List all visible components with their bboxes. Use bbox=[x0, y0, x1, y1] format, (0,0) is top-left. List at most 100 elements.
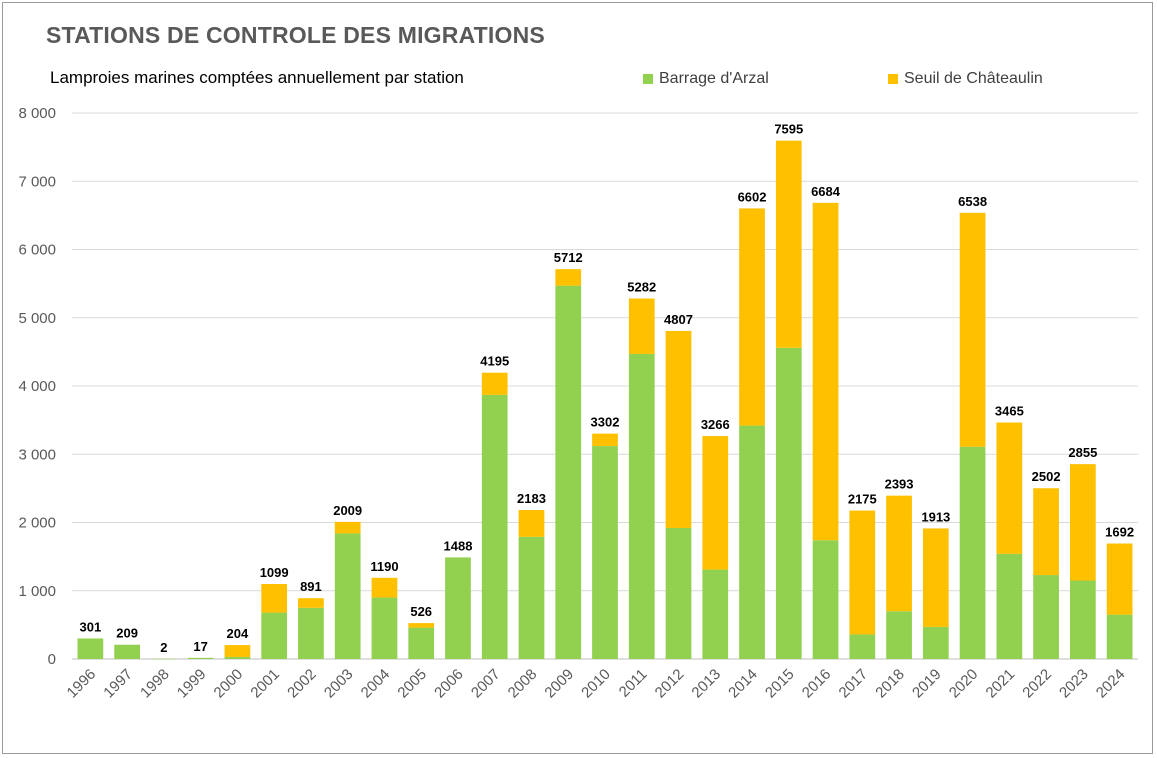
data-label-total: 4807 bbox=[664, 312, 693, 327]
data-label-total: 1488 bbox=[444, 538, 473, 553]
bar-arzal bbox=[518, 536, 545, 659]
bar-chateaulin bbox=[555, 269, 582, 286]
data-label-total: 17 bbox=[193, 639, 207, 654]
x-tick-label: 2016 bbox=[799, 666, 835, 702]
data-label-total: 891 bbox=[300, 579, 322, 594]
bar-arzal bbox=[922, 626, 949, 659]
bar-arzal bbox=[114, 644, 141, 659]
legend-swatch-chateaulin bbox=[888, 74, 898, 84]
legend-label-arzal: Barrage d'Arzal bbox=[659, 70, 769, 87]
bar-chateaulin bbox=[1033, 488, 1059, 576]
x-tick-label: 2020 bbox=[946, 666, 982, 702]
x-tick-label: 2024 bbox=[1093, 666, 1129, 702]
x-tick-label: 2006 bbox=[431, 666, 467, 702]
data-label-total: 204 bbox=[227, 626, 249, 641]
bar-arzal bbox=[959, 446, 986, 659]
bar-chateaulin bbox=[775, 140, 802, 348]
bar-chateaulin bbox=[702, 436, 729, 570]
bar-arzal bbox=[849, 634, 876, 659]
bar-chateaulin bbox=[922, 528, 949, 627]
legend-item-chateaulin: Seuil de Châteaulin bbox=[888, 70, 1043, 88]
data-label-total: 5282 bbox=[627, 280, 656, 295]
bar-arzal bbox=[775, 347, 802, 659]
bar-chateaulin bbox=[665, 330, 692, 528]
x-tick-label: 2001 bbox=[247, 666, 283, 702]
bar-chateaulin bbox=[334, 521, 361, 534]
bar-arzal bbox=[1033, 575, 1059, 659]
bar-arzal bbox=[996, 553, 1023, 659]
data-label-total: 3266 bbox=[701, 417, 730, 432]
data-label-total: 7595 bbox=[774, 122, 803, 137]
x-tick-label: 2023 bbox=[1056, 666, 1092, 702]
y-tick-label: 5 000 bbox=[18, 310, 56, 327]
x-tick-label: 2013 bbox=[688, 666, 724, 702]
data-label-total: 2 bbox=[160, 640, 167, 655]
x-tick-label: 2011 bbox=[616, 666, 651, 701]
bar-arzal bbox=[665, 527, 692, 659]
y-tick-label: 2 000 bbox=[18, 515, 56, 532]
bar-arzal bbox=[371, 597, 398, 659]
data-label-total: 6684 bbox=[811, 184, 841, 199]
data-label-total: 1099 bbox=[260, 565, 289, 580]
x-tick-label: 2015 bbox=[762, 666, 798, 702]
data-label-total: 2393 bbox=[885, 477, 914, 492]
data-label-total: 2183 bbox=[517, 491, 546, 506]
bar-arzal bbox=[187, 657, 214, 659]
data-label-total: 4195 bbox=[480, 354, 509, 369]
data-label-total: 209 bbox=[116, 626, 138, 641]
bar-arzal bbox=[298, 607, 324, 659]
x-tick-label: 2022 bbox=[1019, 666, 1055, 702]
bar-chateaulin bbox=[1106, 543, 1133, 615]
bar-chateaulin bbox=[592, 433, 618, 447]
x-tick-label: 2002 bbox=[284, 666, 320, 702]
legend-item-arzal: Barrage d'Arzal bbox=[643, 70, 769, 88]
bar-arzal bbox=[408, 627, 435, 659]
bar-chateaulin bbox=[298, 598, 324, 608]
data-label-total: 2009 bbox=[333, 503, 362, 518]
bar-arzal bbox=[481, 394, 508, 659]
y-tick-label: 7 000 bbox=[18, 173, 56, 190]
bar-arzal bbox=[445, 557, 471, 659]
data-label-total: 2502 bbox=[1032, 469, 1061, 484]
bar-chateaulin bbox=[849, 510, 876, 635]
x-tick-label: 2010 bbox=[578, 666, 614, 702]
data-label-total: 1190 bbox=[370, 559, 398, 574]
bar-chateaulin bbox=[481, 372, 508, 395]
bar-arzal bbox=[77, 638, 104, 659]
x-tick-label: 2004 bbox=[358, 666, 394, 702]
data-label-total: 1913 bbox=[921, 509, 950, 524]
bar-chateaulin bbox=[628, 298, 655, 354]
bar-chateaulin bbox=[408, 623, 435, 628]
x-tick-label: 2009 bbox=[541, 666, 577, 702]
chart-title: STATIONS DE CONTROLE DES MIGRATIONS bbox=[46, 22, 545, 48]
data-label-total: 2175 bbox=[848, 492, 877, 507]
bar-chateaulin bbox=[812, 202, 839, 541]
data-label-total: 3302 bbox=[591, 415, 620, 430]
x-tick-label: 2000 bbox=[211, 666, 247, 702]
bar-chateaulin bbox=[996, 422, 1023, 554]
bar-arzal bbox=[224, 656, 251, 659]
chart-subtitle: Lamproies marines comptées annuellement … bbox=[50, 68, 464, 87]
bar-arzal bbox=[592, 446, 618, 659]
x-tick-label: 2017 bbox=[836, 666, 872, 702]
bar-arzal bbox=[1069, 580, 1096, 659]
bar-arzal bbox=[151, 658, 177, 660]
bar-arzal bbox=[334, 533, 361, 659]
bar-arzal bbox=[702, 569, 729, 659]
x-tick-label: 2014 bbox=[725, 666, 761, 702]
y-tick-label: 1 000 bbox=[18, 583, 56, 600]
bar-chateaulin bbox=[224, 645, 251, 657]
bar-chateaulin bbox=[518, 510, 545, 537]
x-tick-label: 1999 bbox=[174, 666, 210, 702]
bar-chateaulin bbox=[739, 208, 765, 426]
x-tick-label: 2007 bbox=[468, 666, 504, 702]
bar-arzal bbox=[261, 612, 288, 659]
bar-chateaulin bbox=[886, 495, 912, 612]
bar-arzal bbox=[1106, 614, 1133, 659]
x-tick-label: 1998 bbox=[137, 666, 173, 702]
y-tick-label: 3 000 bbox=[18, 446, 56, 463]
bar-chateaulin bbox=[261, 583, 288, 613]
y-tick-label: 6 000 bbox=[18, 242, 56, 259]
data-label-total: 526 bbox=[410, 604, 432, 619]
